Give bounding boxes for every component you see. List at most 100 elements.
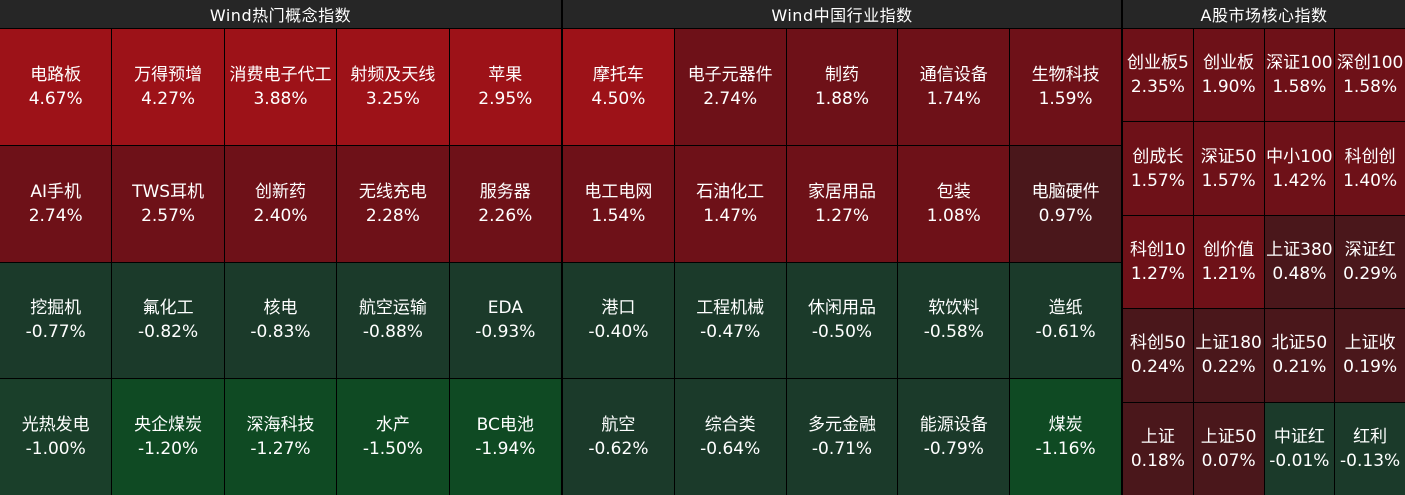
tile-name-label: 上证收 (1344, 333, 1396, 354)
tile-change-label: 1.58% (1272, 77, 1327, 98)
heatmap-tile[interactable]: 制药 1.88% (786, 29, 898, 145)
heatmap-tile[interactable]: 航空运输 -0.88% (337, 262, 449, 379)
heatmap-tile[interactable]: 电子元器件 2.74% (674, 29, 786, 145)
heatmap-tile[interactable]: 核电 -0.83% (224, 262, 337, 379)
tile-name-label: 中小100 (1266, 146, 1333, 167)
heatmap-tile[interactable]: 工程机械 -0.47% (674, 262, 786, 379)
heatmap-tile[interactable]: 红利 -0.13% (1335, 402, 1405, 495)
heatmap-tile[interactable]: 电脑硬件 0.97% (1010, 145, 1121, 262)
tile-change-label: 1.27% (814, 205, 869, 226)
heatmap-tile[interactable]: 创新药 2.40% (224, 145, 337, 262)
tile-name-label: 软饮料 (928, 298, 980, 319)
tile-name-label: 创业板5 (1126, 53, 1189, 74)
heatmap-tile[interactable]: 能源设备 -0.79% (898, 379, 1010, 495)
tile-name-label: 家居用品 (807, 181, 876, 202)
heatmap-tile[interactable]: 创业板 1.90% (1193, 29, 1264, 122)
heatmap-tile[interactable]: 生物科技 1.59% (1010, 29, 1121, 145)
tile-name-label: 水产 (375, 415, 410, 436)
tile-name-label: 核电 (263, 298, 298, 319)
heatmap-tile[interactable]: 上证380 0.48% (1264, 215, 1335, 309)
tile-change-label: 0.18% (1130, 450, 1185, 471)
tile-name-label: 无线充电 (358, 181, 427, 202)
tile-name-label: BC电池 (476, 415, 534, 436)
tile-name-label: 射频及天线 (350, 64, 436, 85)
heatmap-tile[interactable]: 深证100 1.58% (1264, 29, 1335, 122)
tile-change-label: 2.28% (365, 205, 420, 226)
tile-change-label: 4.67% (28, 88, 83, 109)
tile-change-label: 1.08% (926, 205, 981, 226)
tile-change-label: 0.22% (1201, 357, 1256, 378)
heatmap-tile[interactable]: 无线充电 2.28% (337, 145, 449, 262)
tile-name-label: 科创10 (1130, 239, 1186, 260)
tile-change-label: -1.50% (362, 439, 423, 460)
heatmap-tile[interactable]: 包装 1.08% (898, 145, 1010, 262)
heatmap-tile[interactable]: 造纸 -0.61% (1010, 262, 1121, 379)
heatmap-tile[interactable]: 多元金融 -0.71% (786, 379, 898, 495)
heatmap-tile[interactable]: 中证红 -0.01% (1264, 402, 1335, 495)
heatmap-tile[interactable]: 上证 0.18% (1123, 402, 1193, 495)
heatmap-tile[interactable]: 科创50 0.24% (1123, 309, 1193, 402)
heatmap-tile[interactable]: 创业板5 2.35% (1123, 29, 1193, 122)
tile-change-label: 0.21% (1272, 357, 1327, 378)
heatmap-tile[interactable]: 央企煤炭 -1.20% (112, 379, 224, 495)
heatmap-tile[interactable]: 煤炭 -1.16% (1010, 379, 1121, 495)
tile-change-label: 1.21% (1201, 263, 1256, 284)
heatmap-tile[interactable]: 摩托车 4.50% (563, 29, 674, 145)
tile-grid: 创业板5 2.35% 创业板 1.90% 深证100 1.58% 深创100 1.58% 创成长… (1123, 29, 1405, 495)
heatmap-tile[interactable]: 光热发电 -1.00% (0, 379, 112, 495)
heatmap-tile[interactable]: 科创创 1.40% (1335, 122, 1405, 215)
heatmap-tile[interactable]: 家居用品 1.27% (786, 145, 898, 262)
heatmap-tile[interactable]: 石油化工 1.47% (674, 145, 786, 262)
heatmap-tile[interactable]: 消费电子代工 3.88% (224, 29, 337, 145)
tile-change-label: 0.48% (1272, 263, 1327, 284)
tile-change-label: -1.00% (25, 439, 86, 460)
heatmap-tile[interactable]: 服务器 2.26% (449, 145, 561, 262)
panel-wind-concept: Wind热门概念指数 电路板 4.67% 万得预增 4.27% 消费电子代工 3.88% 射… (0, 0, 561, 495)
heatmap-tile[interactable]: 航空 -0.62% (563, 379, 674, 495)
heatmap-tile[interactable]: AI手机 2.74% (0, 145, 112, 262)
tile-name-label: 深海科技 (246, 415, 315, 436)
tile-name-label: 煤炭 (1048, 415, 1083, 436)
heatmap-tile[interactable]: TWS耳机 2.57% (112, 145, 224, 262)
heatmap-tile[interactable]: 上证收 0.19% (1335, 309, 1405, 402)
tile-change-label: -0.61% (1035, 322, 1096, 343)
heatmap-tile[interactable]: 创成长 1.57% (1123, 122, 1193, 215)
tile-name-label: 央企煤炭 (134, 415, 203, 436)
tile-change-label: 2.40% (253, 205, 308, 226)
heatmap-tile[interactable]: 深海科技 -1.27% (224, 379, 337, 495)
tile-change-label: 2.74% (703, 88, 758, 109)
heatmap-tile[interactable]: 电工电网 1.54% (563, 145, 674, 262)
heatmap-tile[interactable]: 电路板 4.67% (0, 29, 112, 145)
heatmap-tile[interactable]: 射频及天线 3.25% (337, 29, 449, 145)
heatmap-tile[interactable]: 深创100 1.58% (1335, 29, 1405, 122)
heatmap-tile[interactable]: 万得预增 4.27% (112, 29, 224, 145)
tile-change-label: 1.54% (591, 205, 646, 226)
panel-title: Wind中国行业指数 (563, 0, 1121, 28)
tile-change-label: 2.95% (478, 88, 533, 109)
heatmap-tile[interactable]: 创价值 1.21% (1193, 215, 1264, 309)
tile-name-label: AI手机 (30, 181, 82, 202)
heatmap-tile[interactable]: 上证180 0.22% (1193, 309, 1264, 402)
heatmap-tile[interactable]: 中小100 1.42% (1264, 122, 1335, 215)
tile-change-label: -0.88% (362, 322, 423, 343)
heatmap-tile[interactable]: 综合类 -0.64% (674, 379, 786, 495)
heatmap-tile[interactable]: 通信设备 1.74% (898, 29, 1010, 145)
tile-name-label: 创价值 (1203, 239, 1255, 260)
heatmap-tile[interactable]: 氟化工 -0.82% (112, 262, 224, 379)
heatmap-tile[interactable]: 挖掘机 -0.77% (0, 262, 112, 379)
heatmap-tile[interactable]: 深证50 1.57% (1193, 122, 1264, 215)
heatmap-tile[interactable]: 苹果 2.95% (449, 29, 561, 145)
heatmap-tile[interactable]: 上证50 0.07% (1193, 402, 1264, 495)
heatmap-tile[interactable]: 软饮料 -0.58% (898, 262, 1010, 379)
tile-name-label: 消费电子代工 (229, 64, 332, 85)
heatmap-tile[interactable]: 休闲用品 -0.50% (786, 262, 898, 379)
tile-change-label: -0.58% (923, 322, 984, 343)
heatmap-tile[interactable]: BC电池 -1.94% (449, 379, 561, 495)
heatmap-tile[interactable]: 深证红 0.29% (1335, 215, 1405, 309)
heatmap-tile[interactable]: 水产 -1.50% (337, 379, 449, 495)
heatmap-tile[interactable]: 港口 -0.40% (563, 262, 674, 379)
heatmap-tile[interactable]: 科创10 1.27% (1123, 215, 1193, 309)
heatmap-tile[interactable]: EDA -0.93% (449, 262, 561, 379)
tile-change-label: 2.74% (28, 205, 83, 226)
heatmap-tile[interactable]: 北证50 0.21% (1264, 309, 1335, 402)
